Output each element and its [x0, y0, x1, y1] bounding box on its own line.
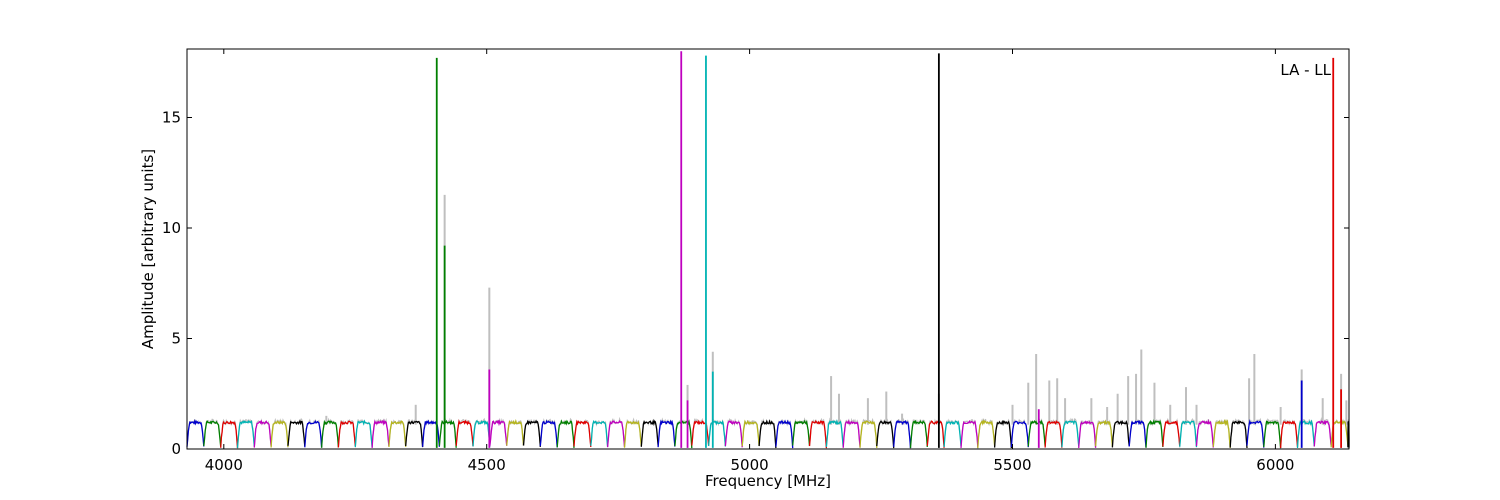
series-segment — [337, 420, 356, 448]
series-segment — [506, 419, 525, 446]
series-segment — [1229, 420, 1248, 449]
plot-background — [187, 49, 1349, 449]
series-segment — [203, 420, 222, 447]
series-segment — [472, 420, 491, 447]
series-segment — [640, 418, 659, 447]
series-segment — [253, 419, 272, 448]
x-tick-label: 5000 — [731, 456, 769, 474]
background-trace-segment — [842, 417, 861, 448]
series-segment — [1162, 419, 1181, 447]
y-axis-ticks: 0 5 10 15 — [162, 109, 1349, 458]
y-tick-label: 10 — [162, 219, 181, 237]
series-segment — [405, 420, 424, 447]
series-segment — [657, 419, 676, 448]
series-segment — [1263, 420, 1282, 449]
series-segment — [876, 420, 895, 448]
series-segment — [674, 419, 693, 449]
series-segment — [1296, 419, 1315, 449]
series-segment — [236, 419, 255, 448]
series-segment — [1044, 420, 1063, 448]
series-segment — [371, 419, 390, 448]
series-segment — [943, 420, 962, 448]
series-segment — [590, 419, 609, 447]
series-segment — [1111, 419, 1130, 448]
y-axis-title: Amplitude [arbitrary units] — [139, 149, 157, 349]
x-tick-label: 6000 — [1256, 456, 1294, 474]
series-segment — [1246, 419, 1265, 448]
background-trace-segment — [623, 417, 642, 446]
series-segment — [775, 419, 794, 449]
series-layer — [186, 418, 1350, 449]
series-segment — [1027, 419, 1046, 447]
series-segment — [320, 419, 340, 448]
series-segment — [792, 419, 811, 446]
series-segment — [1313, 419, 1332, 447]
series-segment — [1179, 420, 1198, 448]
series-segment — [354, 419, 373, 448]
x-axis-ticks: 4000 4500 5000 5500 6000 — [205, 49, 1294, 474]
series-segment — [707, 419, 727, 447]
series-segment — [825, 419, 844, 448]
series-segment — [304, 420, 323, 448]
series-segment — [522, 419, 541, 447]
plot-frame — [186, 48, 1350, 450]
series-segment — [606, 419, 626, 448]
series-segment — [623, 420, 642, 448]
series-segment — [539, 419, 558, 448]
x-tick-label: 5500 — [993, 456, 1031, 474]
y-tick-label: 15 — [162, 109, 181, 127]
background-trace-segment — [236, 418, 255, 449]
series-segment — [270, 419, 289, 448]
y-tick-label: 5 — [171, 330, 181, 348]
series-segment — [1195, 419, 1214, 448]
series-segment — [909, 419, 928, 448]
x-axis-title: Frequency [MHz] — [705, 472, 831, 490]
series-segment — [186, 419, 205, 447]
series-segment — [724, 419, 743, 448]
chart-annotation: LA - LL — [1280, 61, 1331, 79]
series-segment — [220, 420, 239, 448]
series-segment — [893, 419, 912, 449]
series-segment — [1061, 420, 1080, 448]
series-segment — [455, 419, 474, 446]
series-segment — [287, 419, 306, 447]
series-segment — [842, 419, 861, 448]
series-segment — [1094, 419, 1114, 447]
x-tick-label: 4000 — [205, 456, 243, 474]
series-segment — [1078, 420, 1097, 448]
series-segment — [859, 420, 878, 448]
series-segment — [993, 419, 1013, 449]
series-segment — [489, 419, 508, 446]
x-tick-label: 4500 — [468, 456, 506, 474]
y-tick-label: 0 — [171, 440, 181, 458]
series-segment — [1128, 420, 1147, 448]
series-segment — [388, 420, 407, 447]
background-trace-segment — [1229, 418, 1248, 447]
series-segment — [1279, 420, 1299, 449]
series-segment — [977, 419, 996, 449]
series-segment — [573, 419, 592, 448]
spike-layer — [435, 51, 1343, 448]
series-segment — [1145, 419, 1164, 448]
series-segment — [556, 419, 575, 448]
series-segment — [926, 420, 945, 448]
series-segment — [808, 420, 828, 449]
series-segment — [960, 419, 979, 448]
series-segment — [741, 419, 760, 447]
series-segment — [758, 419, 777, 449]
series-segment — [1010, 420, 1029, 448]
series-segment — [1212, 418, 1231, 449]
series-segment — [438, 419, 457, 448]
